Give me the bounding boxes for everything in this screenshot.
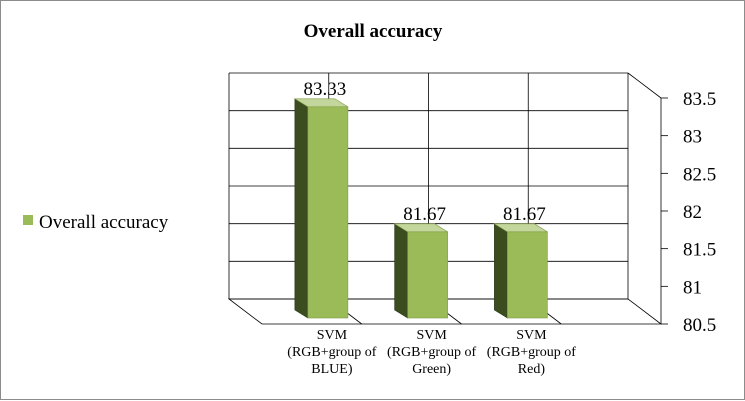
bar (407, 231, 448, 319)
legend: Overall accuracy (23, 212, 169, 233)
axis-depth-line (627, 72, 662, 99)
bar (507, 231, 548, 319)
bar (307, 106, 349, 319)
category-label: (RGB+group of (287, 345, 377, 360)
data-label: 83.33 (304, 79, 347, 100)
data-label: 81.67 (403, 204, 446, 225)
y-tick-label: 82.5 (683, 164, 716, 185)
y-tick-label: 80.5 (683, 315, 716, 336)
legend-label: Overall accuracy (39, 212, 169, 233)
chart-title: Overall accuracy (304, 21, 443, 42)
category-label: SVM (416, 328, 447, 343)
category-label: SVM (317, 328, 348, 343)
y-tick-label: 82 (683, 202, 702, 223)
category-label: (RGB+group of (487, 345, 577, 360)
y-tick-label: 83.5 (683, 89, 716, 110)
bar-side (394, 223, 408, 319)
bar-side (494, 223, 508, 319)
data-label: 81.67 (503, 204, 546, 225)
y-tick-label: 81.5 (683, 240, 716, 261)
y-tick-label: 83 (683, 127, 702, 148)
category-label: BLUE) (311, 362, 353, 377)
bars (293, 98, 549, 319)
x-axis-categories: SVM (RGB+group of BLUE) SVM (RGB+group of Gre… (287, 328, 576, 377)
y-axis-ticks: 80.5 81 81.5 82 82.5 83 83.5 (661, 89, 716, 336)
category-label: Green) (412, 362, 451, 377)
y-tick-label: 81 (683, 277, 702, 298)
legend-swatch (23, 215, 33, 225)
bar-side (294, 98, 309, 319)
data-labels: 83.33 81.67 81.67 (304, 79, 546, 225)
category-label: SVM (516, 328, 547, 343)
category-label: (RGB+group of (387, 345, 477, 360)
category-label: Red) (518, 362, 546, 377)
